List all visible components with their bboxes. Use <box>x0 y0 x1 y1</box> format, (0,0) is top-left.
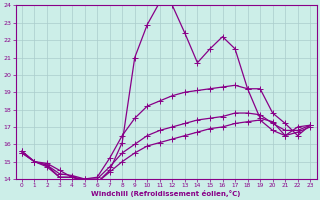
X-axis label: Windchill (Refroidissement éolien,°C): Windchill (Refroidissement éolien,°C) <box>92 190 241 197</box>
